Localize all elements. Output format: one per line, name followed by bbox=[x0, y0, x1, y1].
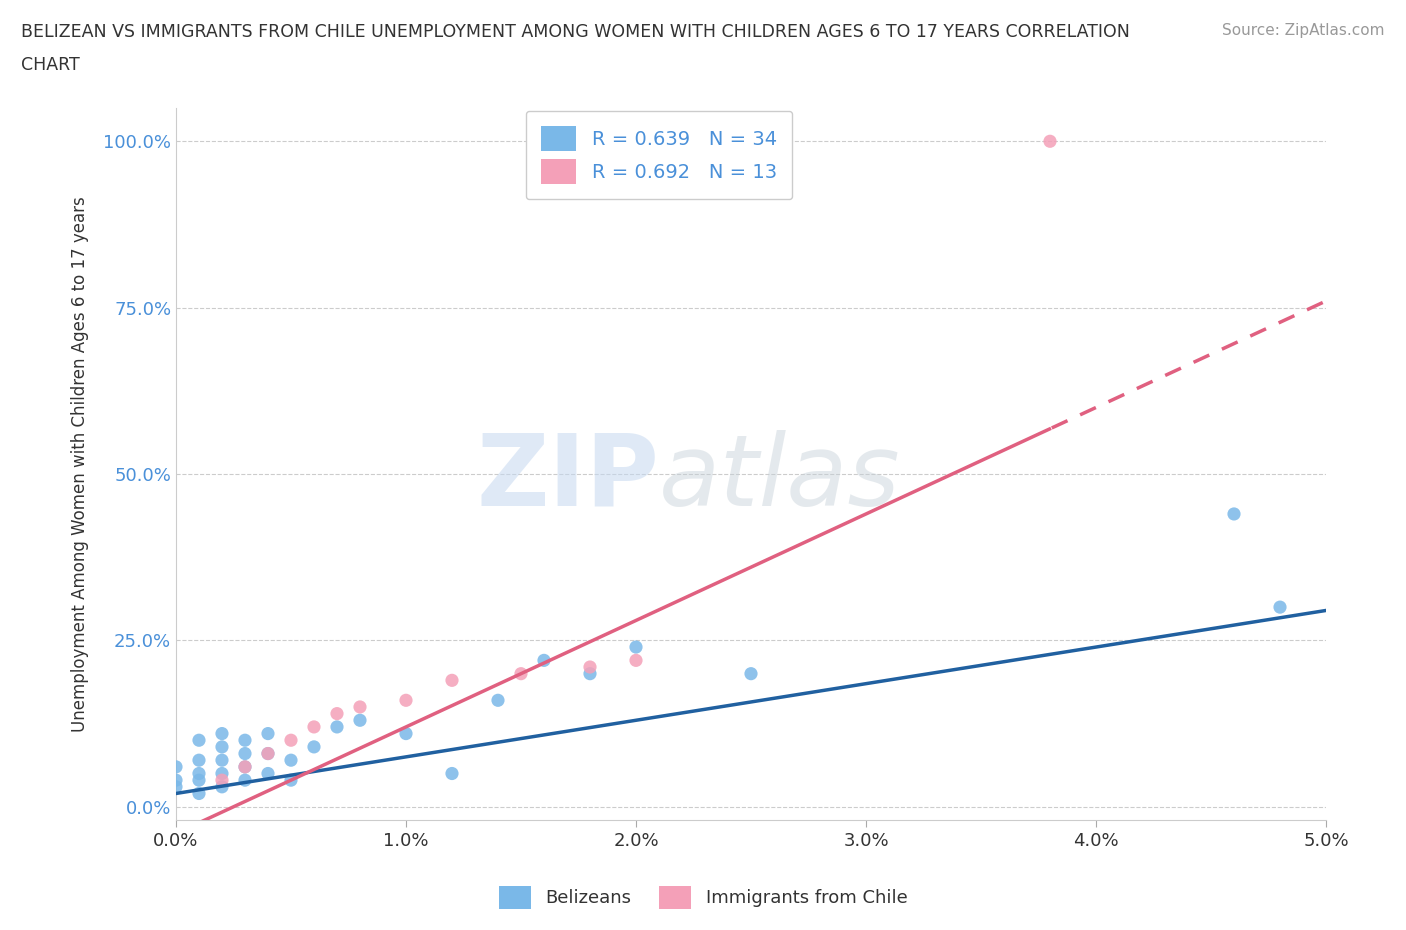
Point bbox=[349, 699, 371, 714]
Point bbox=[1223, 507, 1246, 522]
Point bbox=[624, 653, 647, 668]
Point bbox=[188, 786, 211, 801]
Point bbox=[326, 720, 349, 735]
Point bbox=[510, 666, 533, 681]
Text: CHART: CHART bbox=[21, 56, 80, 73]
Point bbox=[188, 752, 211, 767]
Point bbox=[188, 733, 211, 748]
Point bbox=[233, 760, 256, 775]
Point bbox=[486, 693, 509, 708]
Point bbox=[165, 773, 187, 788]
Point bbox=[349, 712, 371, 727]
Point bbox=[211, 779, 233, 794]
Point bbox=[211, 766, 233, 781]
Point bbox=[211, 726, 233, 741]
Point bbox=[624, 640, 647, 655]
Point bbox=[280, 773, 302, 788]
Point bbox=[233, 733, 256, 748]
Point bbox=[257, 746, 280, 761]
Legend: Belizeans, Immigrants from Chile: Belizeans, Immigrants from Chile bbox=[492, 879, 914, 916]
Text: BELIZEAN VS IMMIGRANTS FROM CHILE UNEMPLOYMENT AMONG WOMEN WITH CHILDREN AGES 6 : BELIZEAN VS IMMIGRANTS FROM CHILE UNEMPL… bbox=[21, 23, 1130, 41]
Point bbox=[188, 773, 211, 788]
Point bbox=[233, 773, 256, 788]
Point bbox=[165, 779, 187, 794]
Point bbox=[395, 693, 418, 708]
Point bbox=[165, 760, 187, 775]
Point bbox=[740, 666, 762, 681]
Point bbox=[440, 673, 463, 688]
Point bbox=[233, 760, 256, 775]
Point bbox=[280, 752, 302, 767]
Point bbox=[211, 739, 233, 754]
Text: Source: ZipAtlas.com: Source: ZipAtlas.com bbox=[1222, 23, 1385, 38]
Point bbox=[1268, 600, 1291, 615]
Point bbox=[211, 752, 233, 767]
Point bbox=[326, 706, 349, 721]
Point bbox=[395, 726, 418, 741]
Point bbox=[233, 746, 256, 761]
Point bbox=[257, 766, 280, 781]
Point bbox=[1039, 134, 1062, 149]
Point bbox=[211, 773, 233, 788]
Point bbox=[579, 666, 602, 681]
Point bbox=[302, 720, 325, 735]
Point bbox=[257, 746, 280, 761]
Point bbox=[302, 739, 325, 754]
Y-axis label: Unemployment Among Women with Children Ages 6 to 17 years: Unemployment Among Women with Children A… bbox=[72, 196, 89, 732]
Legend: R = 0.639   N = 34, R = 0.692   N = 13: R = 0.639 N = 34, R = 0.692 N = 13 bbox=[526, 111, 793, 199]
Point bbox=[188, 766, 211, 781]
Point bbox=[440, 766, 463, 781]
Point bbox=[257, 726, 280, 741]
Point bbox=[533, 653, 555, 668]
Text: atlas: atlas bbox=[659, 430, 901, 526]
Point bbox=[280, 733, 302, 748]
Point bbox=[579, 659, 602, 674]
Text: ZIP: ZIP bbox=[477, 430, 659, 526]
